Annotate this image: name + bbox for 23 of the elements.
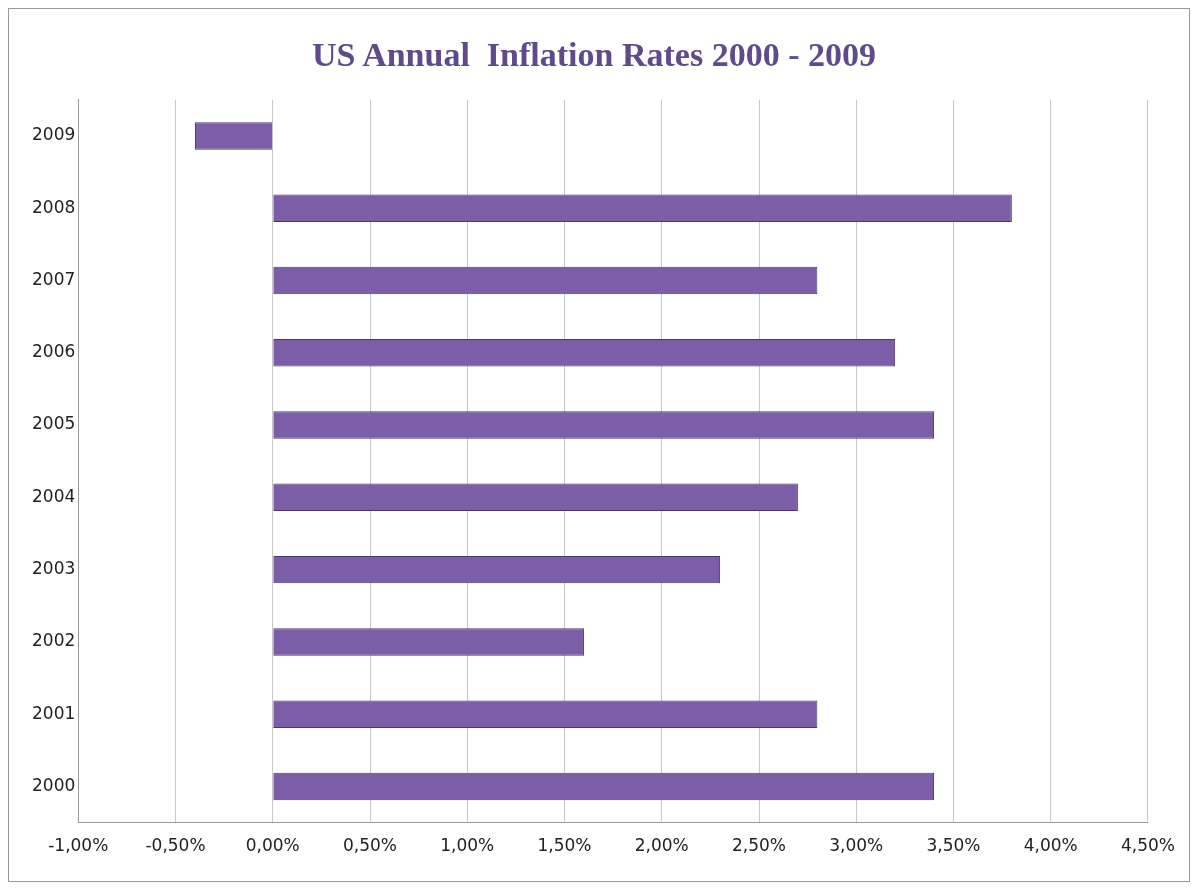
x-tick-label: 4,50% — [1120, 835, 1176, 856]
y-tick-label: 2004 — [32, 485, 76, 506]
x-tick-label: 2,50% — [732, 835, 787, 856]
x-tick-label: 3,00% — [829, 835, 884, 856]
x-tick-label: 4,00% — [1023, 835, 1078, 856]
y-tick-label: 2002 — [32, 630, 76, 651]
y-tick-label: 2005 — [32, 413, 76, 434]
chart-title: US Annual Inflation Rates 2000 - 2009 — [312, 36, 876, 74]
x-tick-label: -0,50% — [145, 835, 206, 856]
x-tick-label: 2,00% — [634, 835, 689, 856]
x-tick-label: -1,00% — [48, 835, 109, 856]
y-tick-label: 2003 — [32, 558, 76, 579]
y-tick-label: 2008 — [32, 196, 76, 217]
x-tick-label: 1,00% — [440, 835, 495, 856]
x-tick-label: 0,50% — [343, 835, 398, 856]
y-tick-label: 2009 — [32, 124, 76, 145]
x-tick-label: 1,50% — [537, 835, 592, 856]
x-tick-label: 0,00% — [245, 835, 300, 856]
x-tick-label: 3,50% — [926, 835, 981, 856]
y-tick-label: 2001 — [32, 702, 76, 723]
y-tick-label: 2006 — [32, 341, 76, 362]
y-tick-label: 2000 — [32, 774, 76, 795]
y-tick-label: 2007 — [32, 268, 76, 289]
